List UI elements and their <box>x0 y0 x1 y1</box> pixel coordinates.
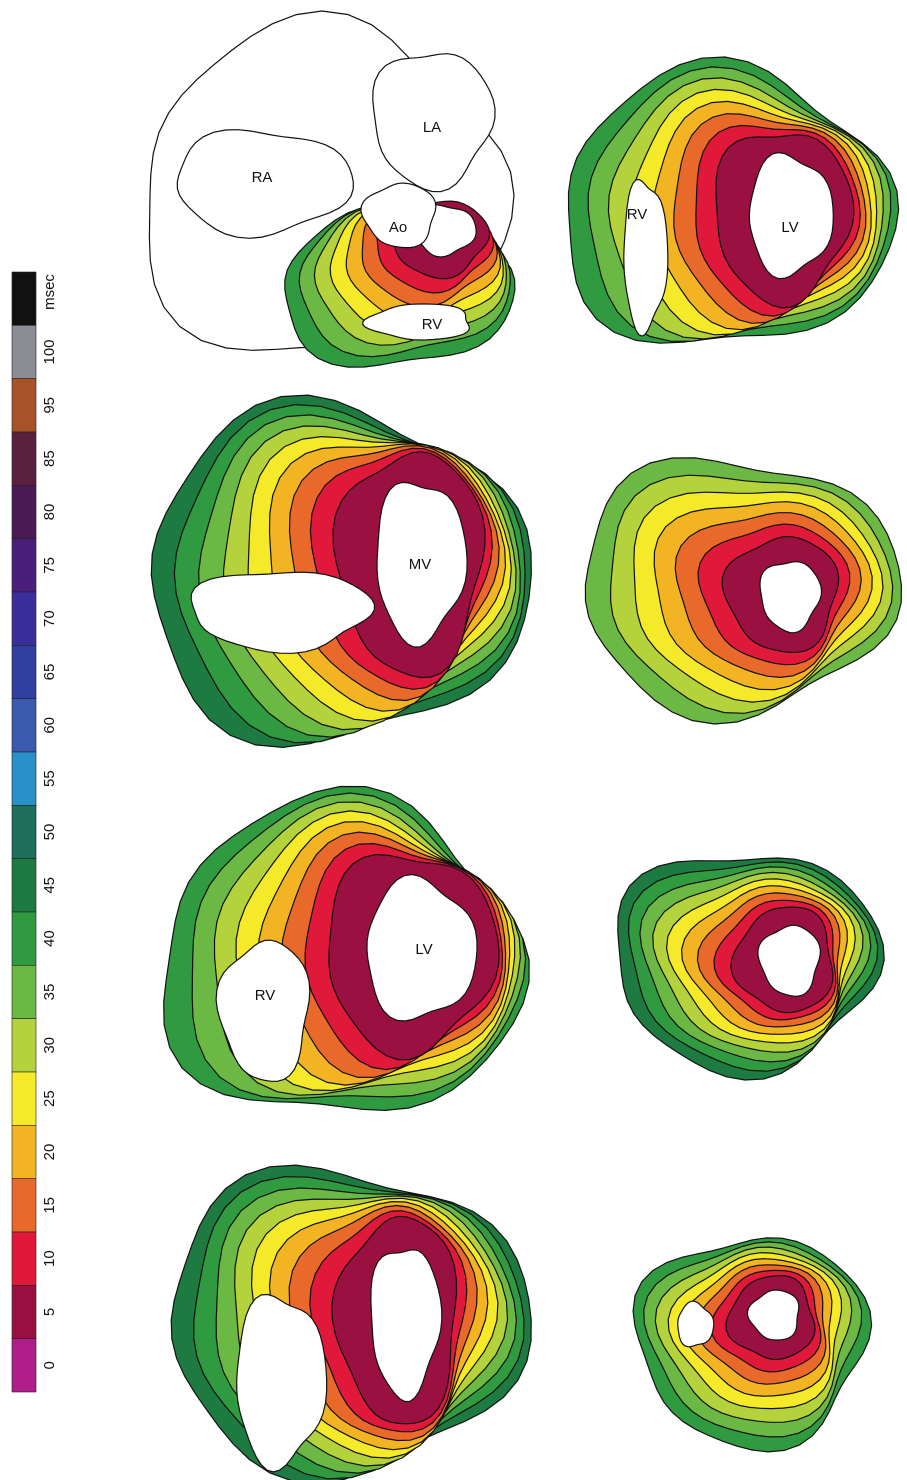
figure: 100958580757065605550454035302520151050m… <box>0 0 907 1480</box>
colorbar-label: 40 <box>41 930 58 947</box>
region-label: LV <box>781 219 798 236</box>
colorbar-swatch <box>12 379 36 432</box>
colorbar-label: 75 <box>41 557 58 574</box>
colorbar-label: 30 <box>41 1037 58 1054</box>
colorbar-swatch <box>12 592 36 645</box>
region-label: RV <box>255 987 276 1004</box>
colorbar-label: 80 <box>41 504 58 521</box>
heart-slice <box>151 395 531 747</box>
colorbar-label: 5 <box>41 1308 58 1316</box>
colorbar-swatch <box>12 752 36 805</box>
colorbar-label: 15 <box>41 1197 58 1214</box>
colorbar-label: 0 <box>41 1361 58 1369</box>
colorbar-label: 50 <box>41 824 58 841</box>
colorbar-label: 25 <box>41 1090 58 1107</box>
colorbar-label: 100 <box>41 339 58 364</box>
region-label: LV <box>415 941 432 958</box>
colorbar-unit: msec <box>41 274 58 310</box>
colorbar-label: 70 <box>41 610 58 627</box>
colorbar-swatch <box>12 325 36 378</box>
colorbar-label: 35 <box>41 984 58 1001</box>
colorbar-label: 20 <box>41 1144 58 1161</box>
region-label: MV <box>409 556 432 573</box>
colorbar-swatch <box>12 645 36 698</box>
heart-slice <box>618 858 884 1080</box>
colorbar-swatch <box>12 859 36 912</box>
colorbar-swatch <box>12 1179 36 1232</box>
heart-slice <box>164 787 529 1111</box>
region-label: RV <box>422 316 443 333</box>
colorbar-label: 55 <box>41 770 58 787</box>
page: 100958580757065605550454035302520151050m… <box>0 0 907 1480</box>
colorbar-swatch <box>12 699 36 752</box>
colorbar-swatch <box>12 539 36 592</box>
colorbar-swatch <box>12 1125 36 1178</box>
region-label: LA <box>423 119 441 136</box>
colorbar-swatch <box>12 965 36 1018</box>
colorbar-swatch <box>12 912 36 965</box>
colorbar-swatch <box>12 272 36 325</box>
colorbar-label: 85 <box>41 450 58 467</box>
colorbar-swatch <box>12 1072 36 1125</box>
colorbar-swatch <box>12 432 36 485</box>
heart-slice <box>569 57 899 343</box>
colorbar-label: 65 <box>41 664 58 681</box>
heart-slice <box>585 458 901 724</box>
colorbar-swatch <box>12 485 36 538</box>
colorbar-swatch <box>12 1019 36 1072</box>
region-label: Ao <box>389 219 407 236</box>
heart-slice <box>633 1238 872 1452</box>
region-label: RA <box>252 169 273 186</box>
colorbar-swatch <box>12 1232 36 1285</box>
colorbar-label: 45 <box>41 877 58 894</box>
colorbar-swatch <box>12 1339 36 1392</box>
colorbar-swatch <box>12 805 36 858</box>
region-label: RV <box>627 206 648 223</box>
colorbar-label: 95 <box>41 397 58 414</box>
heart-slice <box>171 1165 531 1480</box>
colorbar-label: 60 <box>41 717 58 734</box>
colorbar-swatch <box>12 1285 36 1338</box>
colorbar-label: 10 <box>41 1250 58 1267</box>
